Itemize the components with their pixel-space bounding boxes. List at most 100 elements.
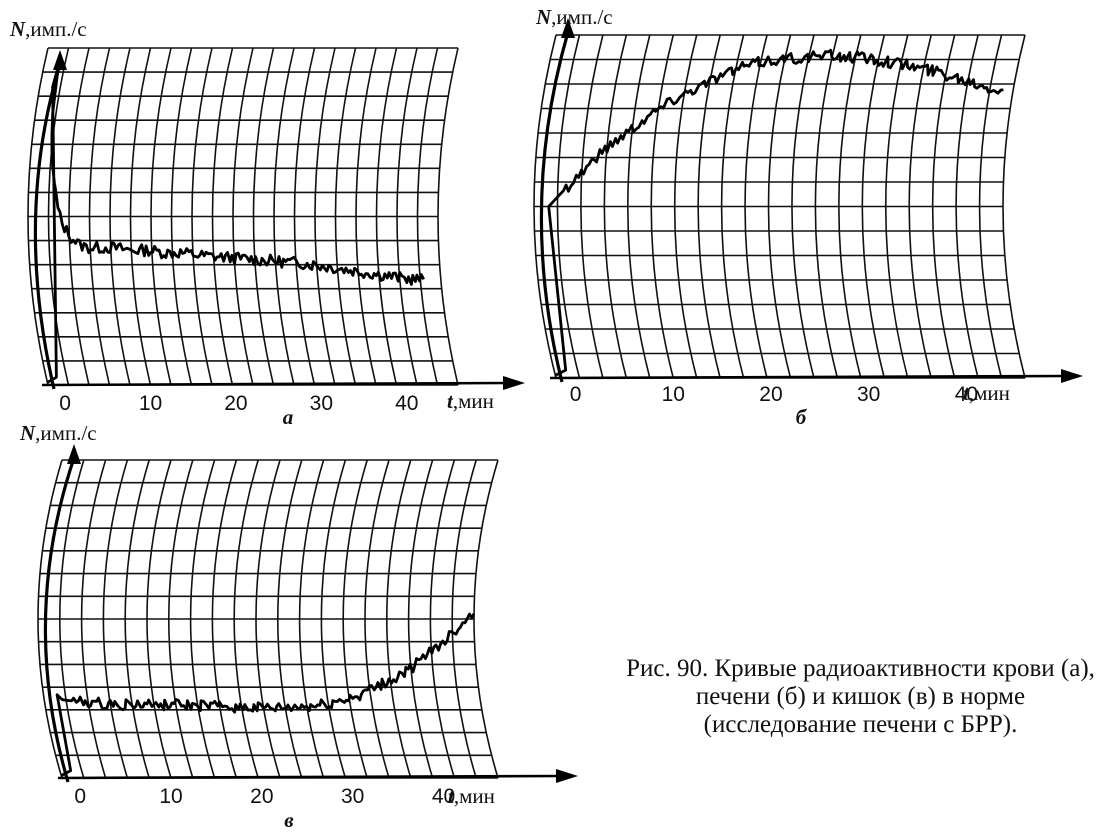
grid-line-vertical: [978, 34, 1003, 379]
x-tick-label: 0: [570, 383, 582, 406]
figure-caption: Рис. 90. Кривые радиоактивности крови (а…: [626, 655, 1095, 738]
grid-line-vertical: [298, 459, 325, 779]
grid-line-vertical: [767, 34, 792, 379]
grid-line-vertical: [396, 47, 418, 386]
chart-grid: [533, 34, 1026, 379]
y-axis: [539, 31, 570, 383]
grid-line-vertical: [191, 47, 213, 386]
x-axis-arrow: [503, 376, 525, 390]
grid-line-vertical: [720, 34, 745, 379]
grid-line-vertical: [320, 459, 347, 779]
y-axis-arrow: [53, 50, 67, 70]
x-axis: [57, 774, 563, 780]
grid-line-vertical: [533, 34, 557, 379]
grid-line-vertical: [791, 34, 815, 379]
chart-grid: [27, 47, 459, 386]
x-tick-label: 0: [74, 785, 86, 808]
grid-line-vertical: [342, 459, 368, 779]
data-series-line: [55, 612, 476, 777]
grid-line-vertical: [293, 47, 316, 386]
grid-line-vertical: [233, 459, 259, 779]
grid-line-vertical: [146, 459, 172, 779]
x-axis: [549, 374, 1068, 380]
grid-line-vertical: [88, 47, 111, 386]
x-tick-label: 30: [857, 383, 880, 406]
grid-line-vertical: [364, 459, 390, 779]
grid-line-vertical: [744, 34, 768, 379]
grid-line-vertical: [931, 34, 956, 379]
y-axis-label: N,имп./с: [19, 421, 97, 445]
x-tick-label: 10: [159, 785, 182, 808]
grid-line-vertical: [556, 34, 581, 379]
x-tick-label: 20: [759, 383, 782, 406]
x-axis-label: t,мин: [448, 784, 495, 808]
grid-line-vertical: [252, 47, 275, 386]
grid-line-vertical: [211, 47, 234, 386]
grid-line-vertical: [109, 47, 131, 386]
grid-line-vertical: [102, 459, 129, 779]
chart-grid: [37, 459, 499, 779]
panel-letter: в: [284, 808, 294, 832]
grid-line-vertical: [277, 459, 303, 779]
chart-panel-a: 0 10 20 30 40 N,имп./с t,мин а: [9, 17, 525, 429]
grid-line-vertical: [451, 459, 477, 779]
grid-line-vertical: [334, 47, 357, 386]
grid-line-vertical: [375, 47, 398, 386]
y-axis-label: N,имп./с: [9, 17, 87, 41]
grid-line-vertical: [673, 34, 698, 379]
grid-line-vertical: [1002, 34, 1026, 379]
grid-line-vertical: [473, 459, 499, 779]
grid-line-vertical: [129, 47, 152, 386]
grid-line-vertical: [407, 459, 434, 779]
grid-line-vertical: [255, 459, 281, 779]
grid-line-vertical: [68, 47, 90, 386]
grid-line-vertical: [168, 459, 194, 779]
y-axis: [43, 457, 76, 783]
grid-line-vertical: [885, 34, 909, 379]
x-axis-label: t,мин: [447, 389, 494, 413]
grid-line-vertical: [429, 459, 456, 779]
x-axis-label: t,мин: [963, 381, 1010, 405]
x-tick-label: 40: [432, 785, 455, 808]
grid-line-vertical: [627, 34, 651, 379]
x-axis-arrow: [1061, 369, 1083, 383]
data-series-line: [46, 64, 425, 384]
grid-line-vertical: [27, 47, 49, 386]
grid-line-vertical: [650, 34, 675, 379]
grid-line-vertical: [386, 459, 412, 779]
y-axis-label: N,имп./с: [535, 5, 613, 29]
x-tick-label: 0: [59, 392, 71, 415]
x-tick-label: 30: [310, 392, 333, 415]
y-axis-arrow: [561, 18, 575, 38]
grid-line-vertical: [580, 34, 604, 379]
grid-line-vertical: [124, 459, 150, 779]
grid-line-vertical: [170, 47, 193, 386]
grid-line-vertical: [861, 34, 886, 379]
grid-line-vertical: [150, 47, 172, 386]
x-tick-label: 10: [662, 383, 685, 406]
grid-line-vertical: [314, 47, 336, 386]
x-tick-label: 20: [250, 785, 273, 808]
chart-panel-v: 0 10 20 30 40 N,имп./с t,мин в: [19, 421, 578, 832]
grid-line-vertical: [908, 34, 932, 379]
data-series-line: [547, 48, 1004, 377]
x-axis: [41, 381, 510, 387]
x-axis-arrow: [556, 769, 578, 783]
panel-letter: а: [283, 405, 294, 429]
x-tick-label: 40: [955, 383, 978, 406]
grid-line-vertical: [437, 47, 459, 386]
grid-line-vertical: [838, 34, 862, 379]
y-axis: [33, 63, 62, 390]
x-tick-label: 30: [341, 785, 364, 808]
y-axis-arrow: [67, 444, 81, 464]
grid-line-vertical: [189, 459, 216, 779]
grid-line-vertical: [47, 47, 70, 386]
grid-line-vertical: [416, 47, 439, 386]
grid-line-vertical: [273, 47, 295, 386]
x-tick-label: 10: [139, 392, 162, 415]
grid-line-vertical: [37, 459, 63, 779]
x-tick-label: 20: [224, 392, 247, 415]
grid-line-vertical: [814, 34, 839, 379]
grid-line-vertical: [59, 459, 85, 779]
